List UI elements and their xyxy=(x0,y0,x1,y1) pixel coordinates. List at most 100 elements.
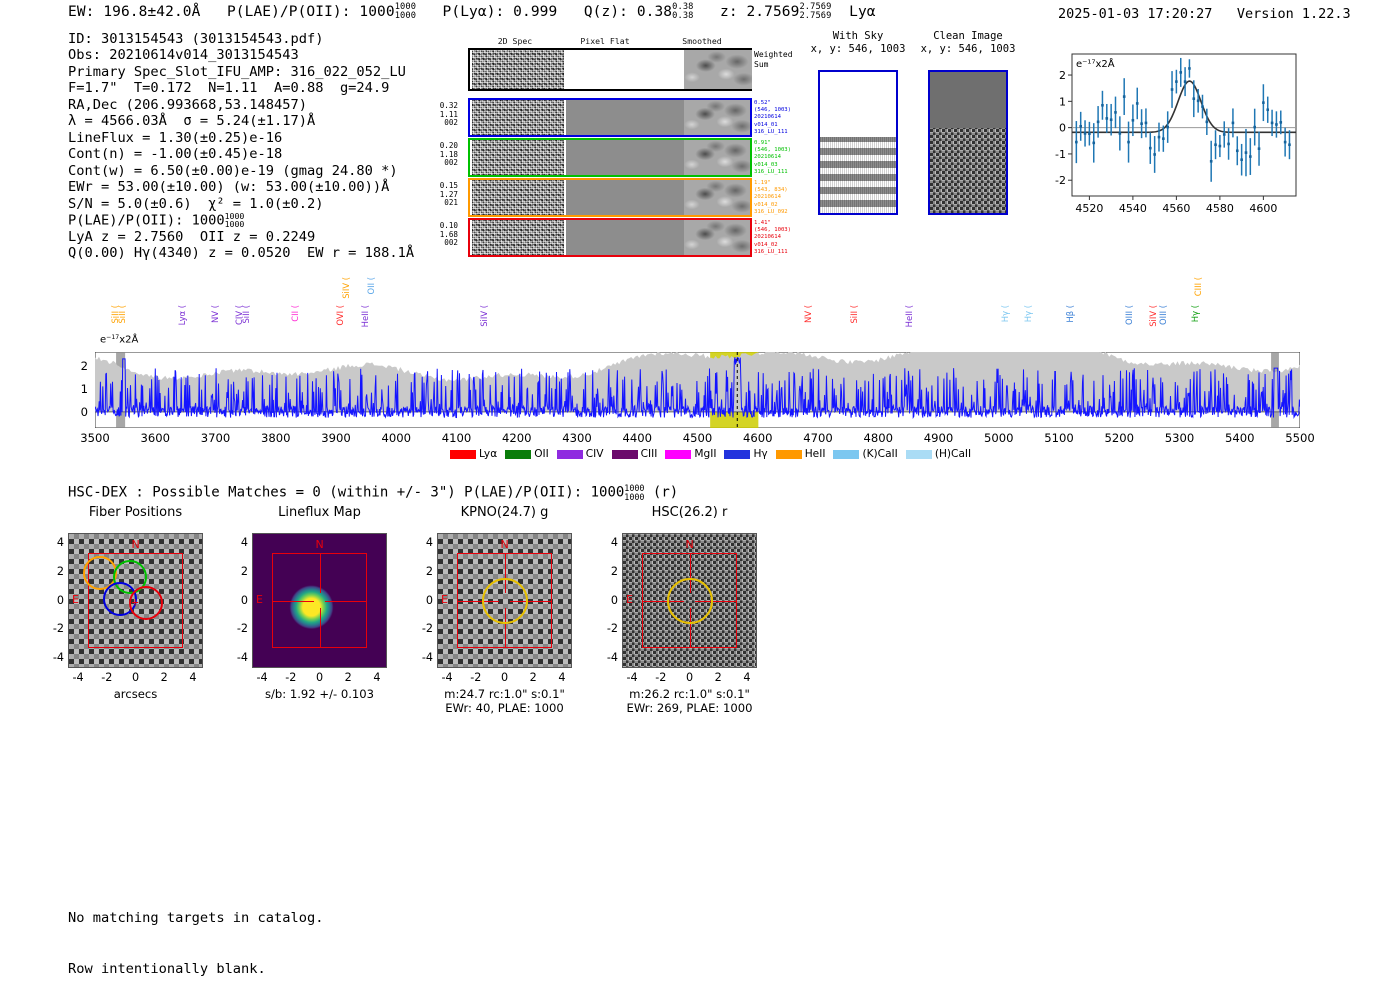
panel-1-xtick-3: 2 xyxy=(160,671,168,684)
info-line-12: P(LAE)/P(OII): 10001000 1000 xyxy=(68,210,245,230)
emission-label-21: CIII ( xyxy=(1193,277,1203,297)
fiber-circle-4 xyxy=(129,586,163,620)
panel-3-ytick-2: 0 xyxy=(425,593,433,607)
full-spectrum-chart xyxy=(94,340,1301,429)
emission-label-2: Lyα ( xyxy=(177,305,187,326)
weighted-sum-label: Weighted Sum xyxy=(754,50,793,69)
weighted-sum-smoothed xyxy=(684,50,752,89)
legend-item-CIV: CIV xyxy=(556,448,604,460)
spectrum-xtick-4900: 4900 xyxy=(923,431,954,445)
panel-4-xtick-2: 0 xyxy=(685,671,694,684)
emission-label-1: SiII ( xyxy=(117,305,127,324)
row-pixelflat-3 xyxy=(566,180,684,215)
svg-text:4580: 4580 xyxy=(1206,202,1234,215)
panel-4-caption: m:26.2 rc:1.0" s:0.1" xyxy=(629,687,750,701)
legend-label-CIV: CIV xyxy=(585,448,604,460)
compass-east-1: E xyxy=(72,592,79,606)
panel-image-1 xyxy=(68,533,203,668)
emission-label-14: HeII ( xyxy=(904,305,914,328)
emission-label-5: SiII ( xyxy=(241,305,251,324)
crosshair-top-4 xyxy=(689,553,691,593)
legend-label-MgII: MgII xyxy=(694,448,717,460)
header-z-fraction: 2.7569 2.7569 xyxy=(799,2,832,21)
spectrum-xtick-4200: 4200 xyxy=(501,431,532,445)
emission-data-points xyxy=(1075,57,1291,182)
spectrum-xtick-5100: 5100 xyxy=(1044,431,1074,445)
legend-item-CIII: CIII xyxy=(611,448,657,460)
panel-2-xtick-1: -2 xyxy=(285,671,297,684)
panel-2-caption: s/b: 1.92 +/- 0.103 xyxy=(264,687,375,701)
cutout-name-2: Clean Image xyxy=(933,30,1003,42)
info-line-13: LyA z = 2.7560 OII z = 0.2249 xyxy=(68,228,316,245)
footer-note: No matching targets in catalog. Row inte… xyxy=(68,876,323,995)
emission-label-3: NV ( xyxy=(210,305,220,323)
weighted-sum-pixelflat xyxy=(566,50,684,89)
cutout-coords-2: x, y: 546, 1003 xyxy=(920,42,1016,55)
info-line-10: EWr = 53.00(±10.00) (w: 53.00(±10.00))Å xyxy=(68,179,390,196)
row-2dspec-3 xyxy=(472,180,564,215)
compass-east-3: E xyxy=(441,592,448,606)
spectrum-xtick-3700: 3700 xyxy=(200,431,231,445)
svg-text:4540: 4540 xyxy=(1119,202,1147,215)
compass-north-4: N xyxy=(685,538,694,551)
panel-4-ytick-4: -4 xyxy=(606,650,618,664)
header-z: z: 2.7569 xyxy=(719,3,800,20)
spectrum-xtick-4300: 4300 xyxy=(562,431,592,445)
spec-row-meta-1: 0.52" (546, 1003) 20210614 v014_01 316_L… xyxy=(754,100,792,135)
legend-label-Hγ: Hγ xyxy=(753,448,768,460)
header-qz-fraction: 0.38 0.38 xyxy=(672,2,694,21)
aperture-box-1 xyxy=(88,553,183,648)
legend-label-(K)CaII: (K)CaII xyxy=(862,448,898,460)
spec-row-left-values-1: 0.32 1.11 002 xyxy=(439,101,458,128)
panel-3-xtick-4: 4 xyxy=(558,671,566,684)
emission-label-16: Hγ ( xyxy=(1023,305,1033,323)
row-2dspec-4 xyxy=(472,220,564,255)
sky-blank-top xyxy=(820,72,896,137)
panel-1-ytick-3: -2 xyxy=(52,622,64,636)
crosshair-top-2 xyxy=(319,553,321,593)
footer-line-1: No matching targets in catalog. xyxy=(68,910,324,926)
panel-title-3: KPNO(24.7) g xyxy=(460,505,549,520)
legend-swatch-CIII xyxy=(611,449,638,459)
weighted-sum-row xyxy=(468,48,752,91)
spec-row-left-values-2: 0.20 1.18 002 xyxy=(439,141,458,168)
version-text: Version 1.22.3 xyxy=(1236,6,1351,22)
panel-4-ytick-0: 4 xyxy=(610,536,618,550)
header-line-name: Lyα xyxy=(849,3,876,20)
svg-text:4560: 4560 xyxy=(1162,202,1190,215)
info-line-8: Cont(n) = -1.00(±0.45)e-18 xyxy=(68,146,283,163)
full-spectrum-svg xyxy=(94,340,1301,429)
info-line-2: Obs: 20210614v014_3013154543 xyxy=(68,47,299,64)
spectrum-xtick-5400: 5400 xyxy=(1224,431,1255,445)
svg-text:2: 2 xyxy=(1059,69,1066,82)
row-smoothed-4 xyxy=(684,220,750,255)
spec-row-1 xyxy=(468,98,752,137)
svg-text:1: 1 xyxy=(1059,95,1066,108)
row-2dspec-2 xyxy=(472,140,564,175)
crosshair-left-3 xyxy=(457,600,499,602)
emission-label-13: SiII ( xyxy=(849,305,859,324)
spec-col-title-2: Pixel Flat xyxy=(580,36,630,46)
legend-swatch-(H)CaII xyxy=(905,449,932,459)
spectrum-xtick-4600: 4600 xyxy=(742,431,773,445)
panel-2-xtick-2: 0 xyxy=(315,671,324,684)
cutout-coords-1: x, y: 546, 1003 xyxy=(810,42,906,55)
panel-1-ytick-4: -4 xyxy=(52,650,64,664)
panel-2-xtick-0: -4 xyxy=(256,671,268,684)
crosshair-bottom-3 xyxy=(504,608,506,648)
panel-3-ytick-3: -2 xyxy=(421,622,433,636)
legend-label-Lyα: Lyα xyxy=(479,448,498,460)
compass-east-2: E xyxy=(256,592,263,606)
sky-cutouts-group: With Sky x, y: 546, 1003 Clean Image x, y: … xyxy=(800,30,1040,245)
spectrum-xtick-3500: 3500 xyxy=(80,431,110,445)
crosshair-left-4 xyxy=(642,600,684,602)
panel-2-xtick-3: 2 xyxy=(344,671,352,684)
compass-north-3: N xyxy=(500,538,509,551)
spectrum-xtick-3900: 3900 xyxy=(321,431,351,445)
hsc-dex-match-line: HSC-DEX : Possible Matches = 0 (within +… xyxy=(68,484,678,501)
spectrum-flux-trace xyxy=(94,357,1301,420)
panel-3-ytick-0: 4 xyxy=(425,536,433,550)
spectrum-ytick-2: 2 xyxy=(80,358,88,373)
photometry-aperture-4 xyxy=(666,577,713,624)
spectrum-xtick-4400: 4400 xyxy=(622,431,653,445)
